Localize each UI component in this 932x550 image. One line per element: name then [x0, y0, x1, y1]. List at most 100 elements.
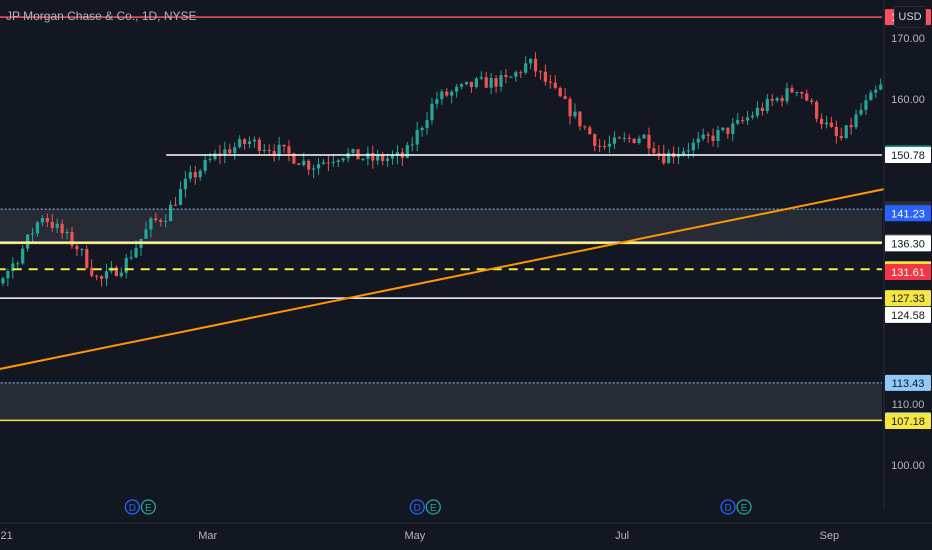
earnings-marker [736, 499, 752, 515]
candle-body [647, 134, 651, 149]
candle [366, 146, 370, 166]
candle-body [395, 152, 400, 156]
candle-body [114, 267, 118, 277]
candle [1, 276, 5, 286]
candle-body [617, 137, 621, 139]
candle-body [70, 232, 74, 246]
candle [745, 110, 750, 125]
candle [593, 133, 597, 152]
candle [484, 71, 488, 88]
price-label-text: 131.61 [891, 267, 925, 279]
event-marker-label: D [724, 503, 731, 514]
candle [815, 100, 819, 123]
candle [326, 155, 331, 172]
candle-body [316, 164, 321, 169]
candle [238, 135, 242, 149]
candle-body [839, 135, 843, 139]
candle-body [183, 178, 188, 190]
candle [627, 134, 631, 144]
time-tick-label: 2021 [0, 530, 13, 542]
candle [114, 265, 118, 277]
candle-body [607, 143, 612, 147]
candle-body [474, 78, 478, 88]
candle-body [302, 160, 306, 166]
candle-body [277, 144, 281, 155]
candle [504, 69, 508, 84]
candle [455, 83, 459, 98]
candle-body [129, 257, 133, 259]
candle [558, 86, 562, 98]
candle-body [755, 107, 760, 116]
price-label: 141.23 [885, 205, 931, 222]
candle-body [829, 122, 834, 127]
candle [312, 164, 316, 179]
candle [316, 158, 321, 176]
candle-body [632, 138, 636, 144]
candle [602, 139, 607, 150]
candle [514, 70, 518, 82]
price-label: 107.18 [885, 412, 931, 429]
candle-body [410, 144, 414, 146]
candle-body [524, 63, 528, 73]
price-tick-label: 110.00 [892, 399, 925, 411]
candle [494, 75, 498, 93]
candle [233, 142, 237, 160]
candle-body [11, 263, 15, 272]
candle [810, 98, 814, 105]
candle [519, 70, 523, 79]
candle-body [815, 101, 819, 119]
candle [30, 227, 35, 243]
candle-body [819, 118, 824, 125]
candle [765, 94, 769, 114]
candle-body [662, 153, 666, 164]
candle-body [30, 233, 35, 235]
price-label-bg [885, 263, 931, 280]
candle [415, 121, 419, 152]
currency-button[interactable]: USD [894, 6, 926, 28]
candle [800, 91, 804, 99]
candle [824, 115, 829, 129]
candle-body [1, 278, 5, 284]
candle-body [376, 155, 380, 161]
candle-body [509, 76, 513, 78]
event-marker-label: D [414, 503, 421, 514]
candle [252, 136, 257, 148]
candle [731, 118, 735, 142]
candle-body [721, 127, 725, 130]
candle [425, 112, 429, 135]
candle [464, 81, 469, 86]
candle-body [405, 145, 409, 158]
candle-body [75, 245, 79, 250]
candle [790, 84, 794, 94]
candle-body [529, 58, 533, 64]
candle-body [119, 272, 123, 277]
candle-body [247, 141, 252, 145]
candle [726, 127, 730, 139]
candle-body [602, 145, 607, 147]
candle-body [780, 98, 784, 102]
candle-body [785, 88, 789, 102]
candle-body [731, 123, 735, 134]
price-label-bg [885, 306, 931, 323]
candle-body [223, 149, 227, 156]
candle [104, 263, 109, 287]
candle-body [686, 150, 691, 152]
candle-body [390, 155, 395, 159]
candle-body [464, 81, 469, 85]
candle-body [292, 153, 296, 164]
candle [85, 245, 89, 270]
candle-body [282, 144, 286, 147]
candle-body [425, 120, 429, 128]
candle [573, 103, 577, 119]
candle [282, 144, 286, 153]
candle-body [652, 148, 656, 153]
candle [642, 133, 646, 139]
candle-body [770, 98, 774, 101]
candle-body [834, 126, 838, 136]
candle [21, 245, 25, 266]
